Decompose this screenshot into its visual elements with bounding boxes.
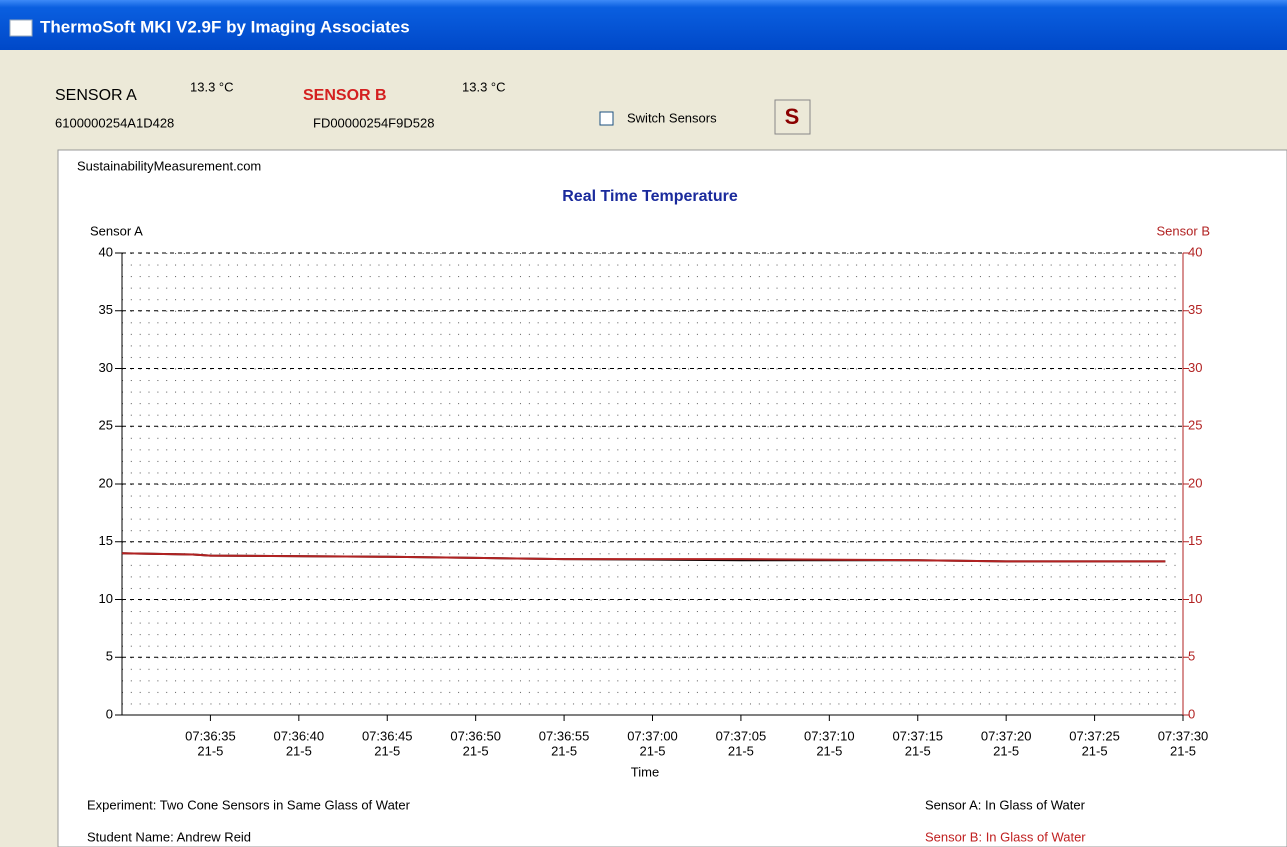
sensor-b-note: Sensor B: In Glass of Water	[925, 829, 1086, 844]
x-tick-date: 21-5	[905, 743, 931, 758]
x-axis-label: Time	[631, 764, 659, 779]
y-tick-label: 35	[99, 302, 113, 317]
sensor-b-name: SENSOR B	[303, 87, 387, 104]
sensor-a-name: SENSOR A	[55, 87, 137, 104]
x-tick-label: 07:36:45	[362, 728, 413, 743]
x-tick-label: 07:36:40	[274, 728, 325, 743]
y2-tick-label: 25	[1188, 418, 1202, 433]
window-title: ThermoSoft MKI V2.9F by Imaging Associat…	[40, 17, 410, 36]
experiment: Experiment: Two Cone Sensors in Same Gla…	[87, 797, 411, 812]
x-tick-label: 07:37:30	[1158, 728, 1209, 743]
s-button-label[interactable]: S	[785, 104, 800, 129]
y-tick-label: 10	[99, 591, 113, 606]
x-tick-date: 21-5	[551, 743, 577, 758]
x-tick-label: 07:37:00	[627, 728, 678, 743]
y2-tick-label: 5	[1188, 649, 1195, 664]
sensor-a-id: 6100000254A1D428	[55, 115, 174, 130]
sensor-a-note: Sensor A: In Glass of Water	[925, 797, 1086, 812]
x-tick-label: 07:37:15	[892, 728, 943, 743]
chart-source: SustainabilityMeasurement.com	[77, 158, 261, 173]
y-tick-label: 25	[99, 418, 113, 433]
sensor-a-reading: 13.3 °C	[190, 79, 234, 94]
sensor-b-id: FD00000254F9D528	[313, 115, 434, 130]
x-tick-date: 21-5	[197, 743, 223, 758]
x-tick-label: 07:36:50	[450, 728, 501, 743]
sensor-b-reading: 13.3 °C	[462, 79, 506, 94]
switch-checkbox[interactable]	[599, 111, 614, 126]
y2-tick-label: 15	[1188, 533, 1202, 548]
x-tick-label: 07:36:55	[539, 728, 590, 743]
title-bar	[0, 0, 1287, 50]
x-tick-date: 21-5	[1082, 743, 1108, 758]
y-tick-label: 30	[99, 360, 113, 375]
y2-tick-label: 35	[1188, 302, 1202, 317]
x-tick-date: 21-5	[1170, 743, 1196, 758]
y-axis-label: Sensor A	[90, 223, 143, 238]
chart-title: Real Time Temperature	[562, 188, 738, 205]
x-tick-date: 21-5	[639, 743, 665, 758]
x-tick-label: 07:37:20	[981, 728, 1032, 743]
x-tick-date: 21-5	[286, 743, 312, 758]
y2-tick-label: 10	[1188, 591, 1202, 606]
y2-tick-label: 40	[1188, 244, 1202, 259]
x-tick-date: 21-5	[463, 743, 489, 758]
app-icon	[9, 19, 33, 37]
y-tick-label: 0	[106, 706, 113, 721]
x-tick-date: 21-5	[728, 743, 754, 758]
x-tick-date: 21-5	[993, 743, 1019, 758]
x-tick-date: 21-5	[816, 743, 842, 758]
y-tick-label: 20	[99, 475, 113, 490]
y2-tick-label: 30	[1188, 360, 1202, 375]
y-tick-label: 5	[106, 649, 113, 664]
x-tick-label: 07:37:25	[1069, 728, 1120, 743]
x-tick-date: 21-5	[374, 743, 400, 758]
y2-axis-label: Sensor B	[1157, 223, 1210, 238]
x-tick-label: 07:37:05	[716, 728, 767, 743]
student: Student Name: Andrew Reid	[87, 829, 251, 844]
x-tick-label: 07:36:35	[185, 728, 236, 743]
s-button[interactable]	[774, 99, 811, 135]
y-tick-label: 15	[99, 533, 113, 548]
y2-tick-label: 20	[1188, 475, 1202, 490]
switch-label[interactable]: Switch Sensors	[627, 110, 717, 125]
y2-tick-label: 0	[1188, 706, 1195, 721]
y-tick-label: 40	[99, 244, 113, 259]
x-tick-label: 07:37:10	[804, 728, 855, 743]
series-line	[121, 552, 1166, 563]
